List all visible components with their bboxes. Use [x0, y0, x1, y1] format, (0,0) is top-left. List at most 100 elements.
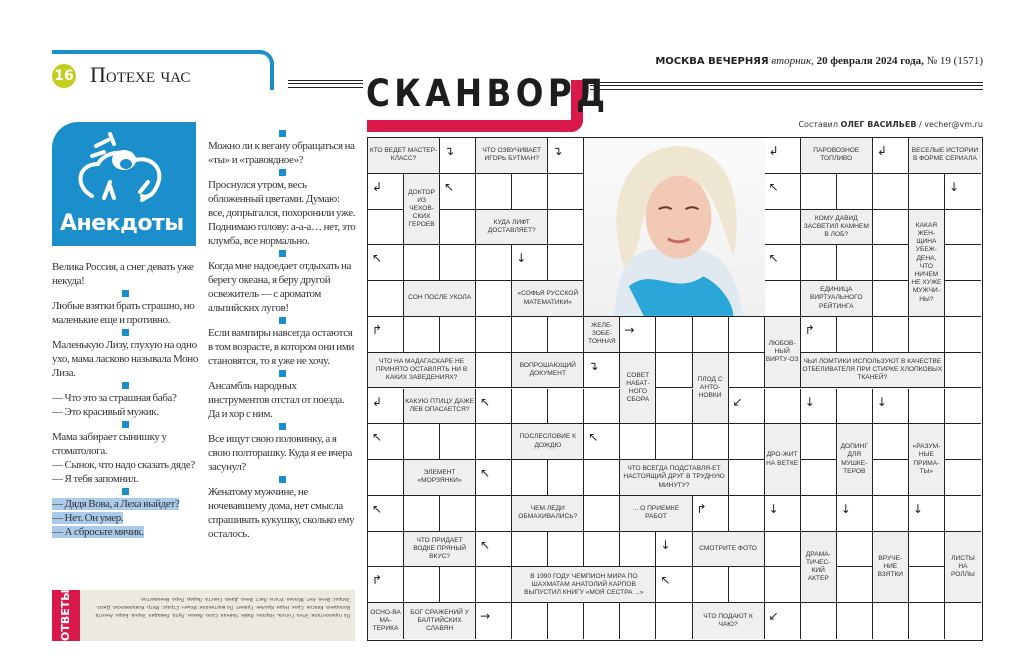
answer-cell[interactable] [476, 281, 513, 317]
answer-cell[interactable] [584, 388, 621, 425]
answer-cell[interactable] [944, 460, 981, 496]
answer-cell[interactable] [440, 316, 477, 353]
answer-cell[interactable] [440, 245, 477, 282]
answer-cell[interactable] [944, 173, 981, 210]
answer-cell[interactable] [656, 567, 693, 604]
answer-cell[interactable] [692, 495, 729, 532]
answer-cell[interactable] [476, 424, 513, 461]
answer-cell[interactable] [476, 173, 513, 210]
answer-cell[interactable] [908, 495, 945, 532]
answer-cell[interactable] [548, 316, 585, 353]
answer-cell[interactable] [404, 316, 441, 353]
answer-cell[interactable] [656, 424, 693, 461]
answer-cell[interactable] [440, 495, 477, 532]
answer-cell[interactable] [368, 173, 405, 210]
answer-cell[interactable] [368, 245, 405, 282]
answer-cell[interactable] [440, 424, 477, 461]
answer-cell[interactable] [692, 567, 729, 604]
answer-cell[interactable] [548, 138, 585, 174]
answer-cell[interactable] [548, 209, 585, 246]
answer-cell[interactable] [908, 388, 945, 425]
answer-cell[interactable] [800, 495, 837, 532]
answer-cell[interactable] [764, 138, 801, 174]
answer-cell[interactable] [512, 245, 549, 282]
answer-cell[interactable] [620, 424, 657, 461]
answer-cell[interactable] [872, 173, 909, 210]
answer-cell[interactable] [836, 388, 873, 425]
answer-cell[interactable] [368, 567, 405, 604]
answer-cell[interactable] [728, 567, 765, 604]
answer-cell[interactable] [908, 567, 945, 604]
answer-cell[interactable] [872, 495, 909, 532]
answer-cell[interactable] [944, 424, 981, 461]
answer-cell[interactable] [728, 424, 765, 461]
answer-cell[interactable] [584, 460, 621, 496]
answer-cell[interactable] [800, 316, 837, 353]
selected-joke-line[interactable]: — А сбросьте мячик. [52, 526, 144, 538]
answer-cell[interactable] [944, 388, 981, 425]
answer-cell[interactable] [944, 209, 981, 246]
answer-cell[interactable] [800, 603, 837, 639]
selected-joke-line[interactable]: — Дядя Вова, а Леха выйдет? [52, 498, 180, 510]
answer-cell[interactable] [728, 352, 765, 389]
answer-cell[interactable] [476, 495, 513, 532]
answer-cell[interactable] [620, 603, 657, 639]
answer-cell[interactable] [908, 531, 945, 568]
answer-cell[interactable] [872, 209, 909, 246]
answer-cell[interactable] [656, 352, 693, 389]
answer-cell[interactable] [836, 316, 873, 353]
answer-cell[interactable] [548, 603, 585, 639]
answer-cell[interactable] [692, 316, 729, 353]
answer-cell[interactable] [944, 245, 981, 282]
answer-cell[interactable] [620, 531, 657, 568]
answer-cell[interactable] [872, 603, 909, 639]
answer-cell[interactable] [728, 388, 765, 425]
answer-cell[interactable] [872, 138, 909, 174]
answer-cell[interactable] [476, 603, 513, 639]
answer-cell[interactable] [440, 209, 477, 246]
answer-cell[interactable] [908, 316, 945, 353]
answer-cell[interactable] [872, 460, 909, 496]
answer-cell[interactable] [944, 316, 981, 353]
answer-cell[interactable] [584, 424, 621, 461]
answer-cell[interactable] [548, 245, 585, 282]
answer-cell[interactable] [548, 388, 585, 425]
answer-cell[interactable] [368, 495, 405, 532]
answer-cell[interactable] [584, 531, 621, 568]
answer-cell[interactable] [872, 388, 909, 425]
answer-cell[interactable] [764, 495, 801, 532]
answer-cell[interactable] [764, 245, 801, 282]
answer-cell[interactable] [836, 173, 873, 210]
answer-cell[interactable] [512, 173, 549, 210]
answer-cell[interactable] [656, 388, 693, 425]
answer-cell[interactable] [944, 281, 981, 317]
answer-cell[interactable] [440, 173, 477, 210]
answer-cell[interactable] [872, 281, 909, 317]
answer-cell[interactable] [548, 460, 585, 496]
answer-cell[interactable] [944, 603, 981, 639]
answer-cell[interactable] [692, 424, 729, 461]
answer-cell[interactable] [584, 495, 621, 532]
answer-cell[interactable] [764, 603, 801, 639]
answer-cell[interactable] [512, 388, 549, 425]
answer-cell[interactable] [404, 567, 441, 604]
answer-cell[interactable] [800, 424, 837, 461]
answer-cell[interactable] [584, 603, 621, 639]
answer-cell[interactable] [368, 424, 405, 461]
answer-cell[interactable] [512, 531, 549, 568]
answer-cell[interactable] [872, 316, 909, 353]
answer-cell[interactable] [440, 567, 477, 604]
answer-cell[interactable] [764, 567, 801, 604]
answer-cell[interactable] [512, 460, 549, 496]
answer-cell[interactable] [836, 603, 873, 639]
answer-cell[interactable] [368, 388, 405, 425]
answer-cell[interactable] [836, 567, 873, 604]
answer-cell[interactable] [476, 460, 513, 496]
answer-cell[interactable] [476, 352, 513, 389]
answer-cell[interactable] [800, 388, 837, 425]
answer-cell[interactable] [368, 281, 405, 317]
answer-cell[interactable] [476, 388, 513, 425]
answer-cell[interactable] [440, 138, 477, 174]
answer-cell[interactable] [476, 245, 513, 282]
answer-cell[interactable] [764, 531, 801, 568]
